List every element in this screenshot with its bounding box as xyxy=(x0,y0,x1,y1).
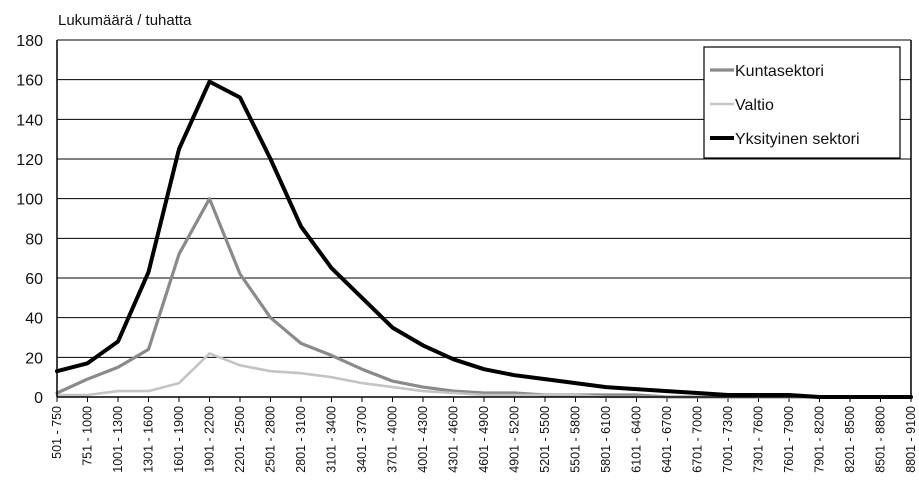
x-tick-label: 4001 - 4300 xyxy=(416,406,430,473)
x-tick-label: 4901 - 5200 xyxy=(508,406,522,473)
x-tick-label: 1301 - 1600 xyxy=(142,406,156,473)
y-axis-title: Lukumäärä / tuhatta xyxy=(58,12,192,29)
legend-box xyxy=(703,46,901,159)
series-line-yksityinen-sektori xyxy=(55,79,913,399)
x-tick-label: 6101 - 6400 xyxy=(630,406,644,473)
y-tick-label: 120 xyxy=(16,152,43,169)
x-axis-ticks: 501 - 750 751 - 1000 1001 - 1300 1301 - 160… xyxy=(50,397,918,473)
x-tick-label: 2501 - 2800 xyxy=(264,406,278,473)
x-tick-label: 1001 - 1300 xyxy=(111,406,125,473)
x-tick-label: 8201 - 8500 xyxy=(843,406,857,473)
y-tick-label: 20 xyxy=(25,350,43,367)
x-tick-label: 5501 - 5800 xyxy=(569,406,583,473)
y-axis-ticks: 0 20 40 60 80 100 120 140 160 180 xyxy=(16,33,43,407)
y-tick-label: 180 xyxy=(16,33,43,50)
y-tick-label: 40 xyxy=(25,311,43,328)
x-tick-label: 6401 - 6700 xyxy=(660,406,674,473)
y-tick-label: 140 xyxy=(16,112,43,129)
axes xyxy=(56,40,912,398)
x-tick-label: 1901 - 2200 xyxy=(203,406,217,473)
x-tick-label: 5801 - 6100 xyxy=(599,406,613,473)
x-tick-label: 4601 - 4900 xyxy=(477,406,491,473)
legend-label: Valtio xyxy=(735,97,774,114)
x-tick-label: 2201 - 2500 xyxy=(233,406,247,473)
x-tick-label: 7601 - 7900 xyxy=(782,406,796,473)
series-line-valtio xyxy=(55,352,913,399)
y-tick-label: 60 xyxy=(25,271,43,288)
y-tick-label: 160 xyxy=(16,73,43,90)
x-tick-label: 1601 - 1900 xyxy=(172,406,186,473)
x-tick-label: 8501 - 8800 xyxy=(874,406,888,473)
legend-label: Kuntasektori xyxy=(735,63,824,80)
x-tick-label: 3401 - 3700 xyxy=(355,406,369,473)
y-tick-label: 100 xyxy=(16,192,43,209)
legend: Kuntasektori Valtio Yksityinen sektori xyxy=(703,46,901,159)
x-tick-label: 7301 - 7600 xyxy=(752,406,766,473)
y-tick-label: 0 xyxy=(34,390,43,407)
y-tick-label: 80 xyxy=(25,231,43,248)
gridlines xyxy=(57,39,911,358)
x-tick-label: 751 - 1000 xyxy=(81,406,95,466)
x-tick-label: 3701 - 4000 xyxy=(386,406,400,473)
x-tick-label: 501 - 750 xyxy=(50,406,64,459)
x-tick-label: 6701 - 7000 xyxy=(691,406,705,473)
x-tick-label: 5201 - 5500 xyxy=(538,406,552,473)
x-tick-label: 3101 - 3400 xyxy=(325,406,339,473)
x-tick-label: 8801 - 9100 xyxy=(904,406,918,473)
x-tick-label: 7001 - 7300 xyxy=(721,406,735,473)
x-tick-label: 7901 - 8200 xyxy=(813,406,827,473)
x-tick-label: 2801 - 3100 xyxy=(294,406,308,473)
x-tick-label: 4301 - 4600 xyxy=(447,406,461,473)
legend-label: Yksityinen sektori xyxy=(735,131,860,148)
